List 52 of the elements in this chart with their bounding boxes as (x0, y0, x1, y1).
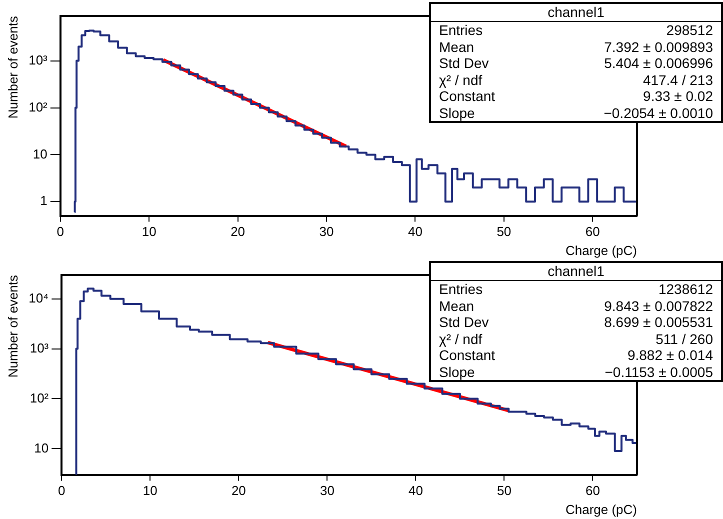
x-axis-title: Charge (pC) (565, 502, 637, 517)
y-tick-label: 10² (28, 99, 48, 114)
text: 417.4 / 213 (642, 72, 713, 88)
y-axis-title: Number of events (5, 16, 20, 119)
y-axis-title: Number of events (5, 274, 20, 378)
text: 298512 (666, 22, 713, 38)
x-tick-label: 40 (408, 483, 423, 498)
y-tick-label: 10 (34, 440, 49, 456)
x-tick-label: 50 (496, 483, 512, 498)
x-axis-title: Charge (pC) (565, 242, 637, 258)
annotation: Entries (439, 281, 483, 298)
annotation: Std Dev (439, 314, 489, 330)
annotation: 9.843 ± 0.007822 (604, 298, 713, 314)
x-tick-label: 60 (585, 224, 600, 240)
y-tick-label: 10³ (28, 52, 48, 68)
annotation: Entries (439, 22, 483, 38)
annotation: χ² / ndf (439, 330, 482, 347)
y-tick-label: 10³ (30, 340, 50, 356)
annotation: Std Dev (439, 55, 489, 72)
x-tick-label: 0 (56, 224, 64, 240)
x-tick-label: 40 (408, 224, 422, 240)
annotation: 9.882 ± 0.014 (627, 347, 713, 364)
annotation: channel1 (431, 4, 721, 22)
x-tick-label: 10 (142, 483, 158, 498)
annotation: 7.392 ± 0.009893 (604, 38, 713, 55)
annotation: −0.1153 ± 0.0005 (604, 364, 713, 380)
x-tick-label: 50 (496, 224, 512, 240)
annotation: Mean (439, 298, 474, 314)
text: 1238612 (658, 281, 713, 298)
x-tick-label: 30 (319, 224, 334, 240)
y-tick-label: 10 (32, 146, 48, 162)
x-tick-label: 60 (586, 483, 600, 498)
annotation: 8.699 ± 0.005531 (604, 314, 713, 330)
y-tick-label: 10⁴ (28, 290, 49, 306)
x-tick-label: 20 (230, 224, 246, 240)
x-tick-label: 0 (58, 483, 66, 498)
text: 9.33 ± 0.02 (643, 88, 713, 104)
x-tick-label: 30 (320, 483, 334, 498)
x-tick-label: 10 (142, 224, 156, 240)
annotation: −0.2054 ± 0.0010 (604, 104, 713, 121)
y-tick-label: 1 (40, 193, 48, 208)
annotation: Constant (439, 88, 496, 104)
y-tick-label: 10² (30, 390, 50, 406)
text: 511 / 260 (656, 330, 713, 347)
annotation: Constant (439, 347, 496, 364)
annotation: Slope (439, 364, 475, 380)
x-tick-label: 20 (231, 483, 246, 498)
annotation: χ² / ndf (439, 72, 482, 88)
annotation: channel1 (431, 263, 721, 281)
annotation: Mean (439, 38, 474, 55)
annotation: 5.404 ± 0.006996 (604, 55, 713, 72)
annotation: Slope (439, 104, 475, 121)
